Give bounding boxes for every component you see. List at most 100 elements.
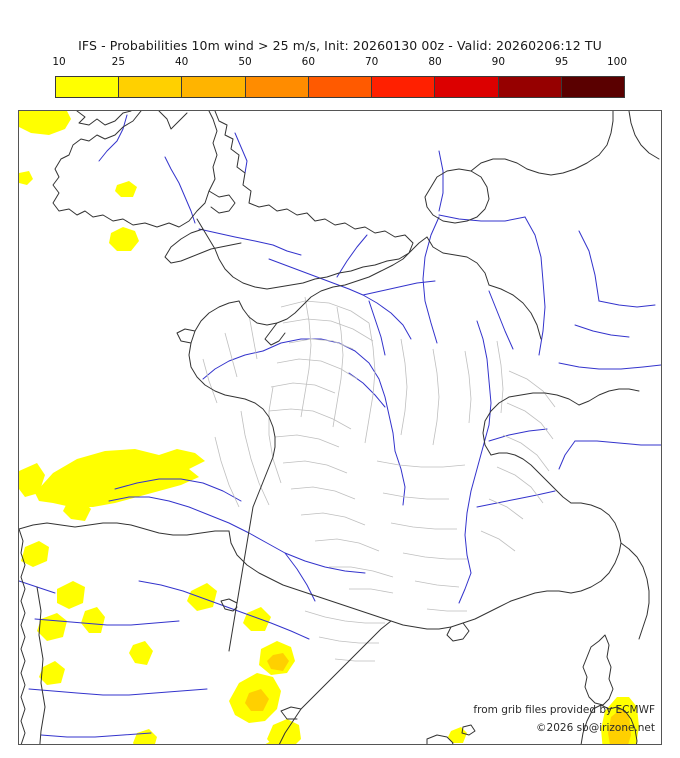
map-canvas[interactable] — [19, 111, 661, 744]
coast-corsica — [582, 634, 614, 706]
prob-patch-atlantic-nw — [19, 111, 71, 135]
coast-great-britain — [196, 111, 414, 290]
coast-scotland — [76, 111, 132, 126]
coast-frisian — [470, 158, 528, 172]
border-germany-france — [488, 284, 542, 340]
map-frame[interactable]: from grib files provided by ECMWF ©2026 … — [18, 110, 662, 745]
coast-brittany — [188, 300, 276, 508]
river-durance — [476, 490, 556, 508]
prob-patch-west-of-ireland — [19, 171, 33, 185]
river-danube-upper — [558, 362, 661, 370]
colorbar-tick-80: 80 — [428, 56, 442, 68]
river-saone — [476, 320, 490, 382]
prob-patch-north-wales — [115, 181, 137, 197]
prob-patch-galicia — [21, 541, 49, 567]
coast-france-med — [390, 590, 572, 630]
prob-patch-nw-iberia-b — [37, 613, 67, 641]
prob-patch-nw-iberia-c — [39, 661, 65, 685]
colorbar-tick-40: 40 — [174, 56, 189, 68]
coast-wales-inlet — [208, 190, 236, 214]
river-meuse — [422, 216, 440, 344]
coast-denmark — [598, 111, 614, 156]
colorbar-tick-50: 50 — [238, 56, 252, 68]
river-seine-upper — [362, 294, 412, 340]
river-rhone — [464, 380, 492, 574]
prob-patch-sardinia-core — [608, 709, 631, 744]
coast-scotland-east — [158, 111, 188, 130]
border-france-spain-pyrenees — [228, 530, 392, 622]
prob-patch-nw-iberia-a — [57, 581, 85, 609]
colorbar: 10 25 40 50 60 70 80 90 95 100 — [52, 56, 628, 98]
river-loire — [262, 338, 396, 452]
border-portugal-spain — [36, 586, 46, 744]
border-switzerland — [508, 392, 580, 406]
river-tarn — [284, 552, 366, 574]
coast-denmark-east — [628, 111, 660, 160]
coast-iberia-west — [19, 528, 26, 744]
colorbar-tick-25: 25 — [111, 56, 126, 68]
river-tajo — [28, 688, 208, 696]
coastlines-layer — [19, 111, 660, 744]
river-main — [598, 300, 656, 308]
coast-sardinia — [580, 704, 638, 744]
coast-france-atlantic — [228, 506, 254, 652]
river-shannon — [98, 114, 128, 162]
border-alps — [490, 452, 572, 504]
river-rhine-mouth — [438, 214, 526, 222]
department-boundaries-layer — [202, 296, 556, 662]
prob-patch-ebro-b — [243, 607, 271, 631]
river-guadiana — [40, 732, 152, 738]
colorbar-segment-60-70 — [308, 77, 373, 97]
colorbar-segment-25-40 — [119, 77, 183, 97]
coast-iberia-north — [19, 522, 230, 536]
colorbar-segment-95-100 — [561, 77, 624, 97]
coast-spain-med — [278, 620, 392, 744]
river-cher — [348, 372, 386, 408]
attribution-source: from grib files provided by ECMWF — [473, 704, 655, 716]
prob-patch-bay-of-biscay — [35, 449, 205, 507]
page-title: IFS - Probabilities 10m wind > 25 m/s, I… — [78, 38, 602, 53]
river-rhine-lower-tributary — [578, 230, 600, 302]
colorbar-tick-10: 10 — [52, 56, 66, 68]
colorbar-segment-90-95 — [498, 77, 562, 97]
prob-patch-central-iberia-a — [129, 641, 153, 665]
river-rhine-upper — [524, 216, 546, 356]
river-allier — [394, 450, 406, 506]
attribution-copyright: ©2026 sb@irizone.net — [536, 722, 655, 734]
coast-france-north — [238, 236, 428, 326]
rivers-layer — [19, 114, 661, 738]
coast-cornwall — [164, 228, 242, 264]
coast-brittany-detail — [176, 328, 196, 344]
colorbar-segment-10-25 — [56, 77, 120, 97]
coast-menorca — [461, 724, 476, 736]
prob-patch-biscay-west-edge — [19, 463, 45, 497]
colorbar-tick-100: 100 — [606, 56, 628, 68]
colorbar-tick-70: 70 — [364, 56, 379, 68]
colorbar-tick-60: 60 — [301, 56, 316, 68]
river-moselle — [488, 290, 514, 350]
river-severn — [164, 156, 196, 224]
coast-netherlands — [424, 168, 490, 224]
prob-patch-alboran-outer — [265, 741, 283, 744]
river-garonne-upper — [284, 552, 316, 602]
river-ijssel — [438, 150, 444, 212]
prob-patch-biscay-tail — [63, 501, 91, 521]
colorbar-tick-90: 90 — [491, 56, 506, 68]
river-marne — [362, 280, 436, 296]
colorbar-segment-40-50 — [182, 77, 246, 97]
river-garonne — [108, 496, 286, 554]
prob-patch-ebro-a — [187, 583, 217, 611]
coast-mallorca — [426, 734, 454, 744]
border-alps-north — [482, 396, 510, 456]
colorbar-segment-50-60 — [245, 77, 309, 97]
prob-patch-celtic-sea — [109, 227, 139, 251]
river-ebro — [138, 580, 310, 640]
river-isere — [488, 428, 548, 442]
river-thames — [198, 228, 302, 256]
coast-north-germany — [526, 154, 600, 176]
coast-rhone-delta — [446, 622, 470, 642]
border-belgium-france — [426, 236, 490, 286]
river-seine — [268, 258, 364, 296]
prob-patch-nw-iberia-d — [81, 607, 105, 633]
